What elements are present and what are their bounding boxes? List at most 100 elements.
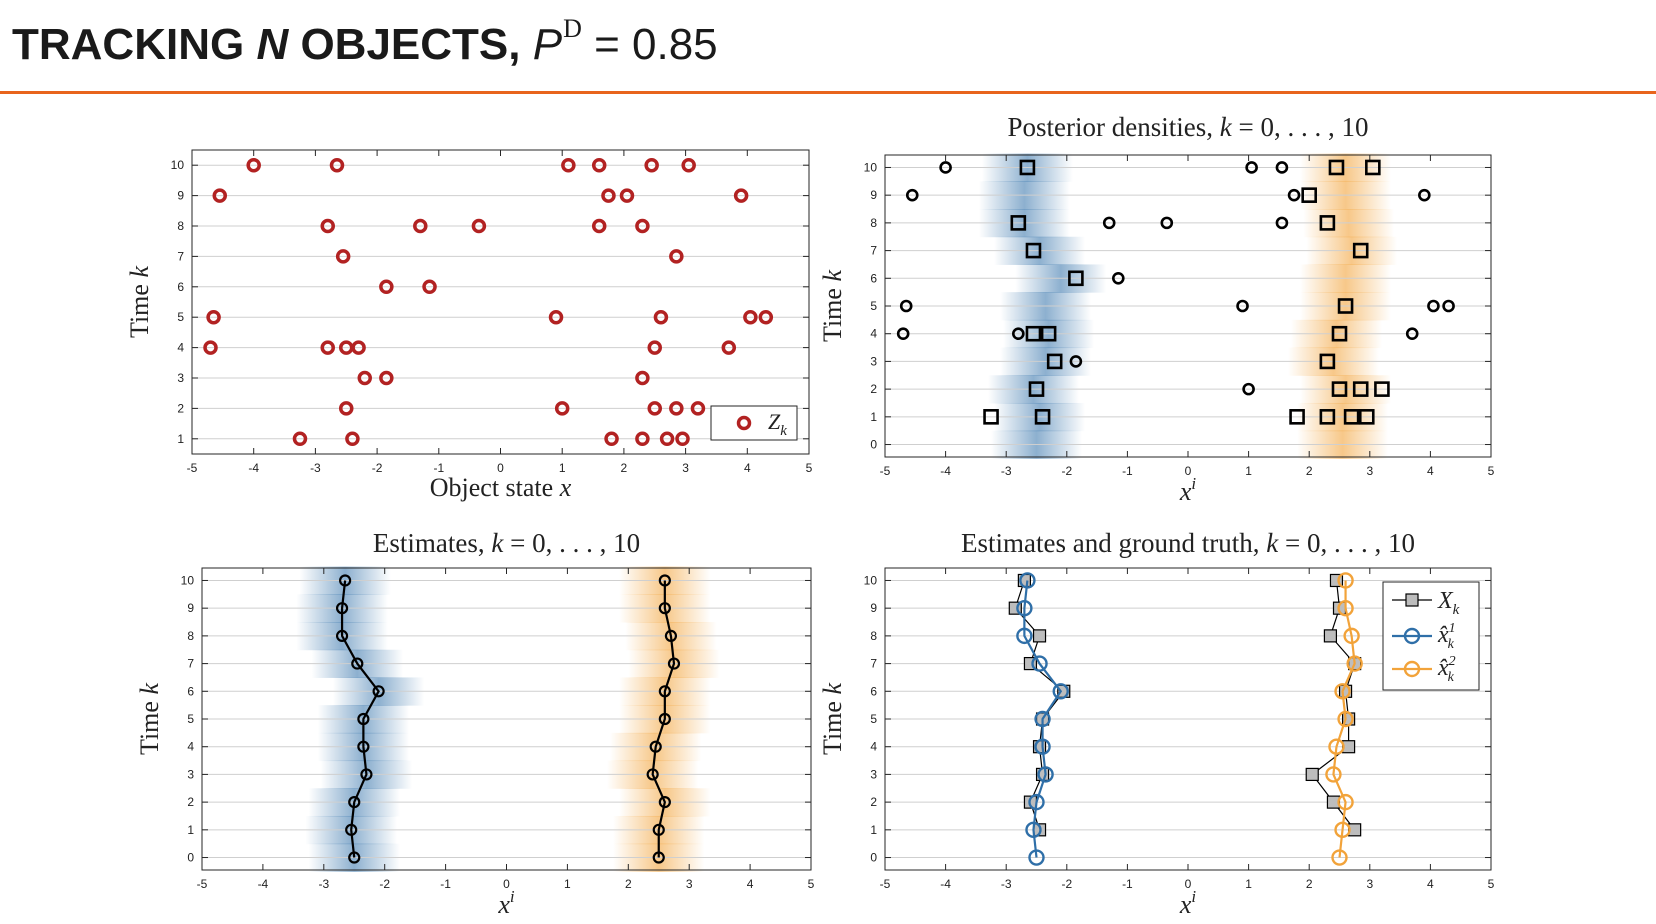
estimate-point-2 xyxy=(658,796,671,809)
estimates-ytick-label: 6 xyxy=(187,684,194,698)
measurement-point xyxy=(681,157,696,173)
estimate-point-2 xyxy=(1337,793,1354,811)
posterior-ylabel: Time k xyxy=(818,270,847,342)
measurement-point xyxy=(413,218,428,234)
measurement-point xyxy=(675,431,690,447)
posterior-ytick-label: 8 xyxy=(870,216,877,230)
estimates-ytick-label: 1 xyxy=(187,823,194,837)
posterior-xtick-label: -1 xyxy=(1122,464,1133,478)
measurement-point xyxy=(554,401,570,416)
measurements-ylabel: Time k xyxy=(125,266,154,338)
measurement-point xyxy=(647,401,662,416)
measurements-xtick-label: -2 xyxy=(372,461,383,475)
ground-truth-xtick-label: -4 xyxy=(940,877,951,891)
estimate-point-2 xyxy=(664,629,678,642)
estimate-line-1 xyxy=(340,580,380,858)
measurements-ytick-label: 3 xyxy=(177,371,184,385)
posterior-xtick-label: 4 xyxy=(1427,464,1434,478)
posterior-xtick-label: -3 xyxy=(1001,464,1012,478)
measurement-point xyxy=(619,188,635,203)
measurement-point xyxy=(379,279,394,295)
measurement-point xyxy=(659,431,675,447)
detection-marker xyxy=(1374,381,1390,397)
measurement-point xyxy=(329,157,345,173)
estimates-xtick-label: 0 xyxy=(503,877,510,891)
measurement-point xyxy=(548,309,564,325)
measurements-xlabel: Object state x xyxy=(430,473,572,502)
estimates-ytick-label: 10 xyxy=(181,573,195,587)
posterior-ytick-label: 9 xyxy=(870,188,877,202)
measurement-point xyxy=(690,401,706,416)
ground-truth-xlabel: xi xyxy=(1179,887,1197,919)
measurement-point xyxy=(561,157,576,173)
posterior-chart: -5 -4 -3 -2 -1 0 1 2 3 4 5 0 1 2 3 4 5 6 7 8 9 10 Posterior de… xyxy=(818,112,1495,506)
clutter-marker xyxy=(1442,299,1455,313)
measurement-point xyxy=(758,309,774,325)
measurements-ytick-label: 4 xyxy=(177,341,184,355)
estimate-point-1 xyxy=(1016,627,1033,645)
measurements-ytick-label: 10 xyxy=(171,158,185,172)
measurements-plot-area xyxy=(192,150,809,454)
detection-marker xyxy=(983,409,999,425)
measurement-point xyxy=(379,370,394,386)
clutter-marker xyxy=(1405,327,1419,341)
measurements-xtick-label: 0 xyxy=(497,461,504,475)
measurement-point xyxy=(591,157,607,173)
estimate-point-2 xyxy=(667,657,681,670)
estimate-point-1 xyxy=(348,851,361,864)
estimates-xtick-label: 5 xyxy=(808,877,815,891)
legend-estimate-marker-2 xyxy=(1403,660,1421,678)
measurement-point xyxy=(604,431,619,447)
clutter-marker xyxy=(1242,382,1255,396)
estimate-point-1 xyxy=(372,685,385,698)
estimates-xtick-label: 2 xyxy=(625,877,632,891)
title-text-pre: TRACKING xyxy=(12,20,257,69)
posterior-ytick-label: 4 xyxy=(870,327,877,341)
detection-marker xyxy=(1025,242,1042,259)
estimate-point-2 xyxy=(658,712,671,726)
posterior-ytick-label: 6 xyxy=(870,271,877,285)
title-text-mid: OBJECTS, xyxy=(288,20,533,69)
detection-marker xyxy=(1328,159,1345,176)
legend-box xyxy=(710,405,798,441)
title-text-n: N xyxy=(256,20,289,69)
estimates-ytick-label: 4 xyxy=(187,740,194,754)
measurement-point xyxy=(635,370,650,386)
ground-truth-legend: Xk x̂1 k x̂2 k xyxy=(1382,581,1480,691)
estimate-point-2 xyxy=(658,574,671,587)
measurements-xtick-label: -1 xyxy=(433,461,444,475)
title-rule xyxy=(0,91,1656,94)
clutter-marker xyxy=(899,299,913,313)
measurement-point xyxy=(212,188,228,203)
estimate-point-1 xyxy=(1037,766,1054,783)
detection-marker xyxy=(1068,270,1084,287)
measurement-point xyxy=(422,279,437,295)
estimate-point-1 xyxy=(345,823,358,836)
estimates-ytick-label: 2 xyxy=(187,795,194,809)
measurements-ytick-label: 9 xyxy=(177,189,184,203)
clutter-marker xyxy=(1275,161,1289,174)
posterior-xtick-label: 5 xyxy=(1488,464,1495,478)
ground-truth-xtick-label: 3 xyxy=(1366,877,1373,891)
posterior-xtick-label: 1 xyxy=(1245,464,1252,478)
posterior-xtick-label: -4 xyxy=(940,464,951,478)
detection-marker xyxy=(1337,298,1354,314)
estimates-xtick-label: -2 xyxy=(379,877,390,891)
measurement-point xyxy=(292,431,308,447)
ground-truth-xtick-label: -1 xyxy=(1122,877,1133,891)
title-text-p: P xyxy=(532,20,563,69)
legend-label-truth: Xk xyxy=(1437,588,1460,618)
clutter-marker xyxy=(1160,216,1174,230)
estimates-ytick-label: 3 xyxy=(187,767,194,781)
detection-marker xyxy=(1019,159,1036,176)
clutter-marker xyxy=(1069,355,1083,368)
measurement-point xyxy=(357,370,373,386)
posterior-xtick-label: -5 xyxy=(880,464,891,478)
measurement-point xyxy=(644,157,659,173)
measurement-point xyxy=(335,249,351,264)
measurements-xtick-label: 1 xyxy=(559,461,566,475)
estimate-point-2 xyxy=(658,685,671,698)
ground-truth-ytick-label: 1 xyxy=(870,823,877,837)
clutter-marker xyxy=(1102,216,1116,230)
measurement-point xyxy=(203,340,218,355)
